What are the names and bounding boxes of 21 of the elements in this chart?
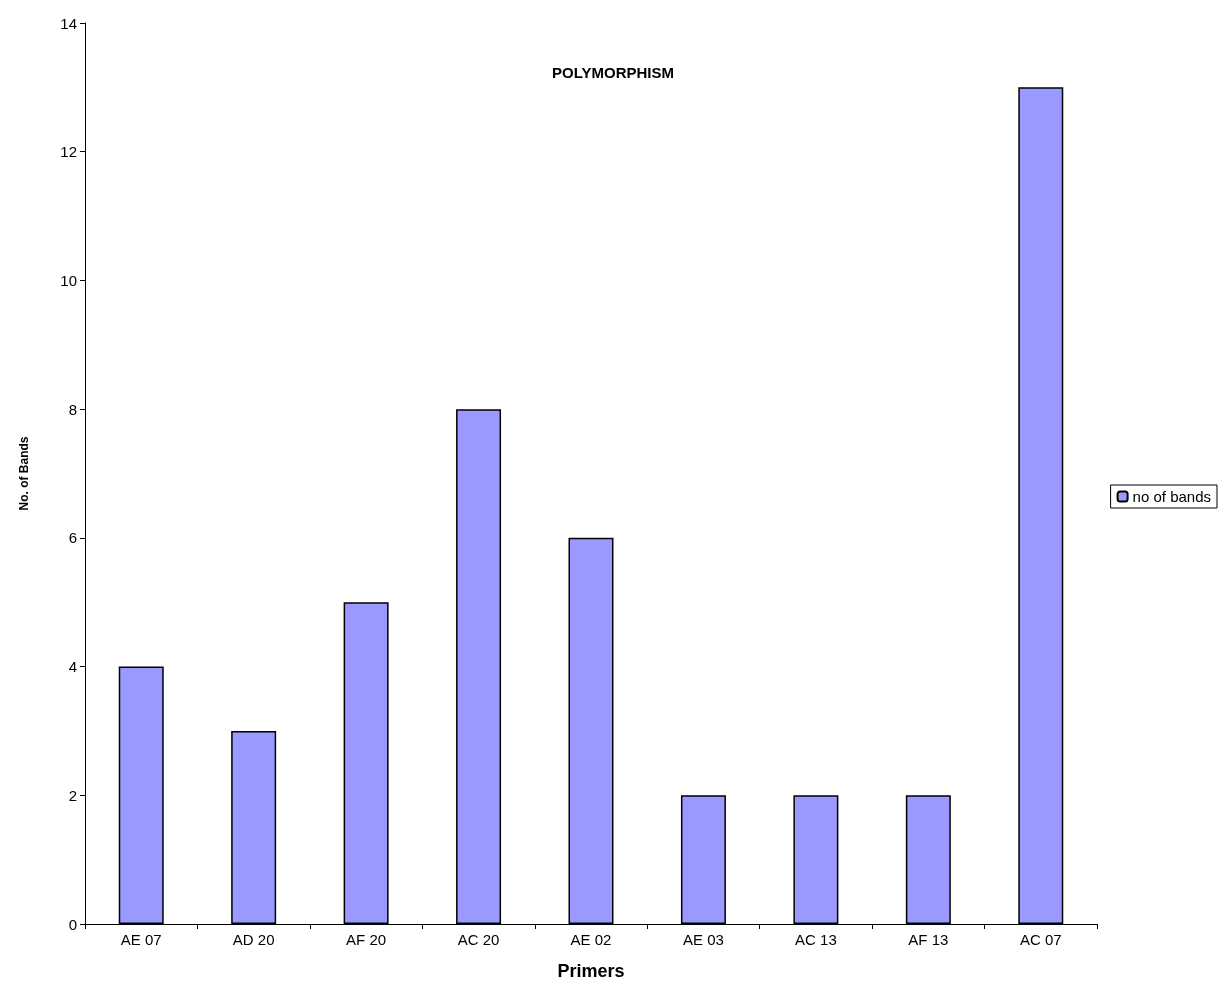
x-tick-label: AF 13 (908, 931, 949, 948)
x-tick-label: AE 02 (570, 931, 612, 948)
y-tick-label: 8 (68, 400, 77, 418)
x-tick-label: AF 20 (346, 931, 387, 948)
x-tick-label: AE 07 (120, 931, 162, 948)
x-axis-title: Primers (557, 961, 625, 981)
text: POLYMORPHISM (552, 64, 674, 81)
x-tick-label: AD 20 (232, 931, 275, 948)
y-tick-label: 6 (68, 529, 77, 547)
y-tick-label: 14 (60, 14, 77, 32)
x-tick-label: AE 03 (683, 931, 724, 948)
x-tick-label: AC 20 (457, 931, 500, 948)
x-tick-label: AC 13 (795, 931, 837, 948)
y-tick-label: 2 (68, 786, 77, 804)
x-tick-label: AC 07 (1019, 931, 1062, 948)
y-tick-label: 12 (60, 143, 77, 161)
y-tick-label: 4 (68, 658, 77, 676)
y-tick-label: 0 (68, 915, 77, 933)
y-axis-title: No. of Bands (17, 436, 31, 511)
y-tick-label: 10 (60, 271, 77, 289)
legend-label: no of bands (1132, 488, 1212, 505)
